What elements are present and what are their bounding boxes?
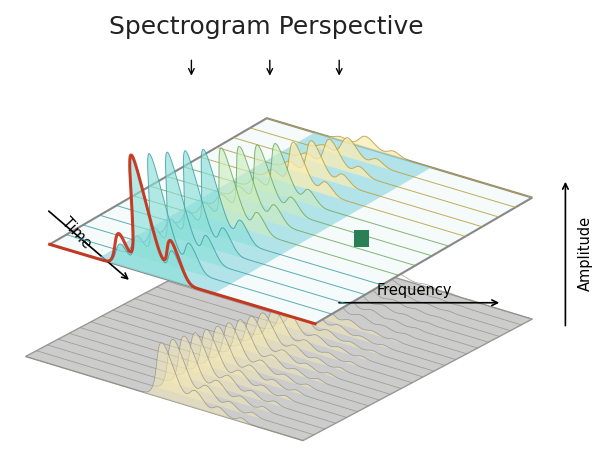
Polygon shape (102, 316, 379, 400)
Polygon shape (100, 151, 365, 295)
Polygon shape (25, 343, 303, 440)
Polygon shape (25, 235, 532, 440)
Polygon shape (167, 281, 445, 365)
Polygon shape (167, 145, 432, 256)
Polygon shape (113, 310, 390, 394)
Polygon shape (217, 141, 482, 227)
Polygon shape (233, 138, 499, 217)
Polygon shape (91, 322, 368, 406)
Polygon shape (150, 146, 415, 266)
Polygon shape (58, 333, 336, 423)
Polygon shape (66, 154, 331, 314)
Polygon shape (80, 326, 358, 412)
Polygon shape (36, 339, 314, 435)
Text: Time: Time (59, 214, 95, 251)
Polygon shape (250, 128, 516, 207)
Polygon shape (83, 152, 348, 305)
Polygon shape (69, 329, 347, 417)
Polygon shape (183, 143, 448, 246)
Text: Frequency: Frequency (377, 283, 452, 298)
Polygon shape (145, 293, 423, 377)
Polygon shape (124, 305, 401, 389)
Polygon shape (50, 155, 315, 324)
Polygon shape (156, 287, 434, 371)
Polygon shape (50, 118, 532, 324)
Polygon shape (47, 336, 325, 429)
Bar (355, 230, 369, 247)
Polygon shape (178, 275, 456, 360)
Polygon shape (200, 142, 465, 236)
Polygon shape (135, 298, 412, 383)
Polygon shape (133, 148, 399, 275)
Text: Spectrogram Perspective: Spectrogram Perspective (110, 16, 424, 39)
Polygon shape (98, 133, 431, 294)
Polygon shape (267, 118, 532, 197)
Text: Amplitude: Amplitude (578, 216, 593, 291)
Polygon shape (116, 149, 382, 285)
